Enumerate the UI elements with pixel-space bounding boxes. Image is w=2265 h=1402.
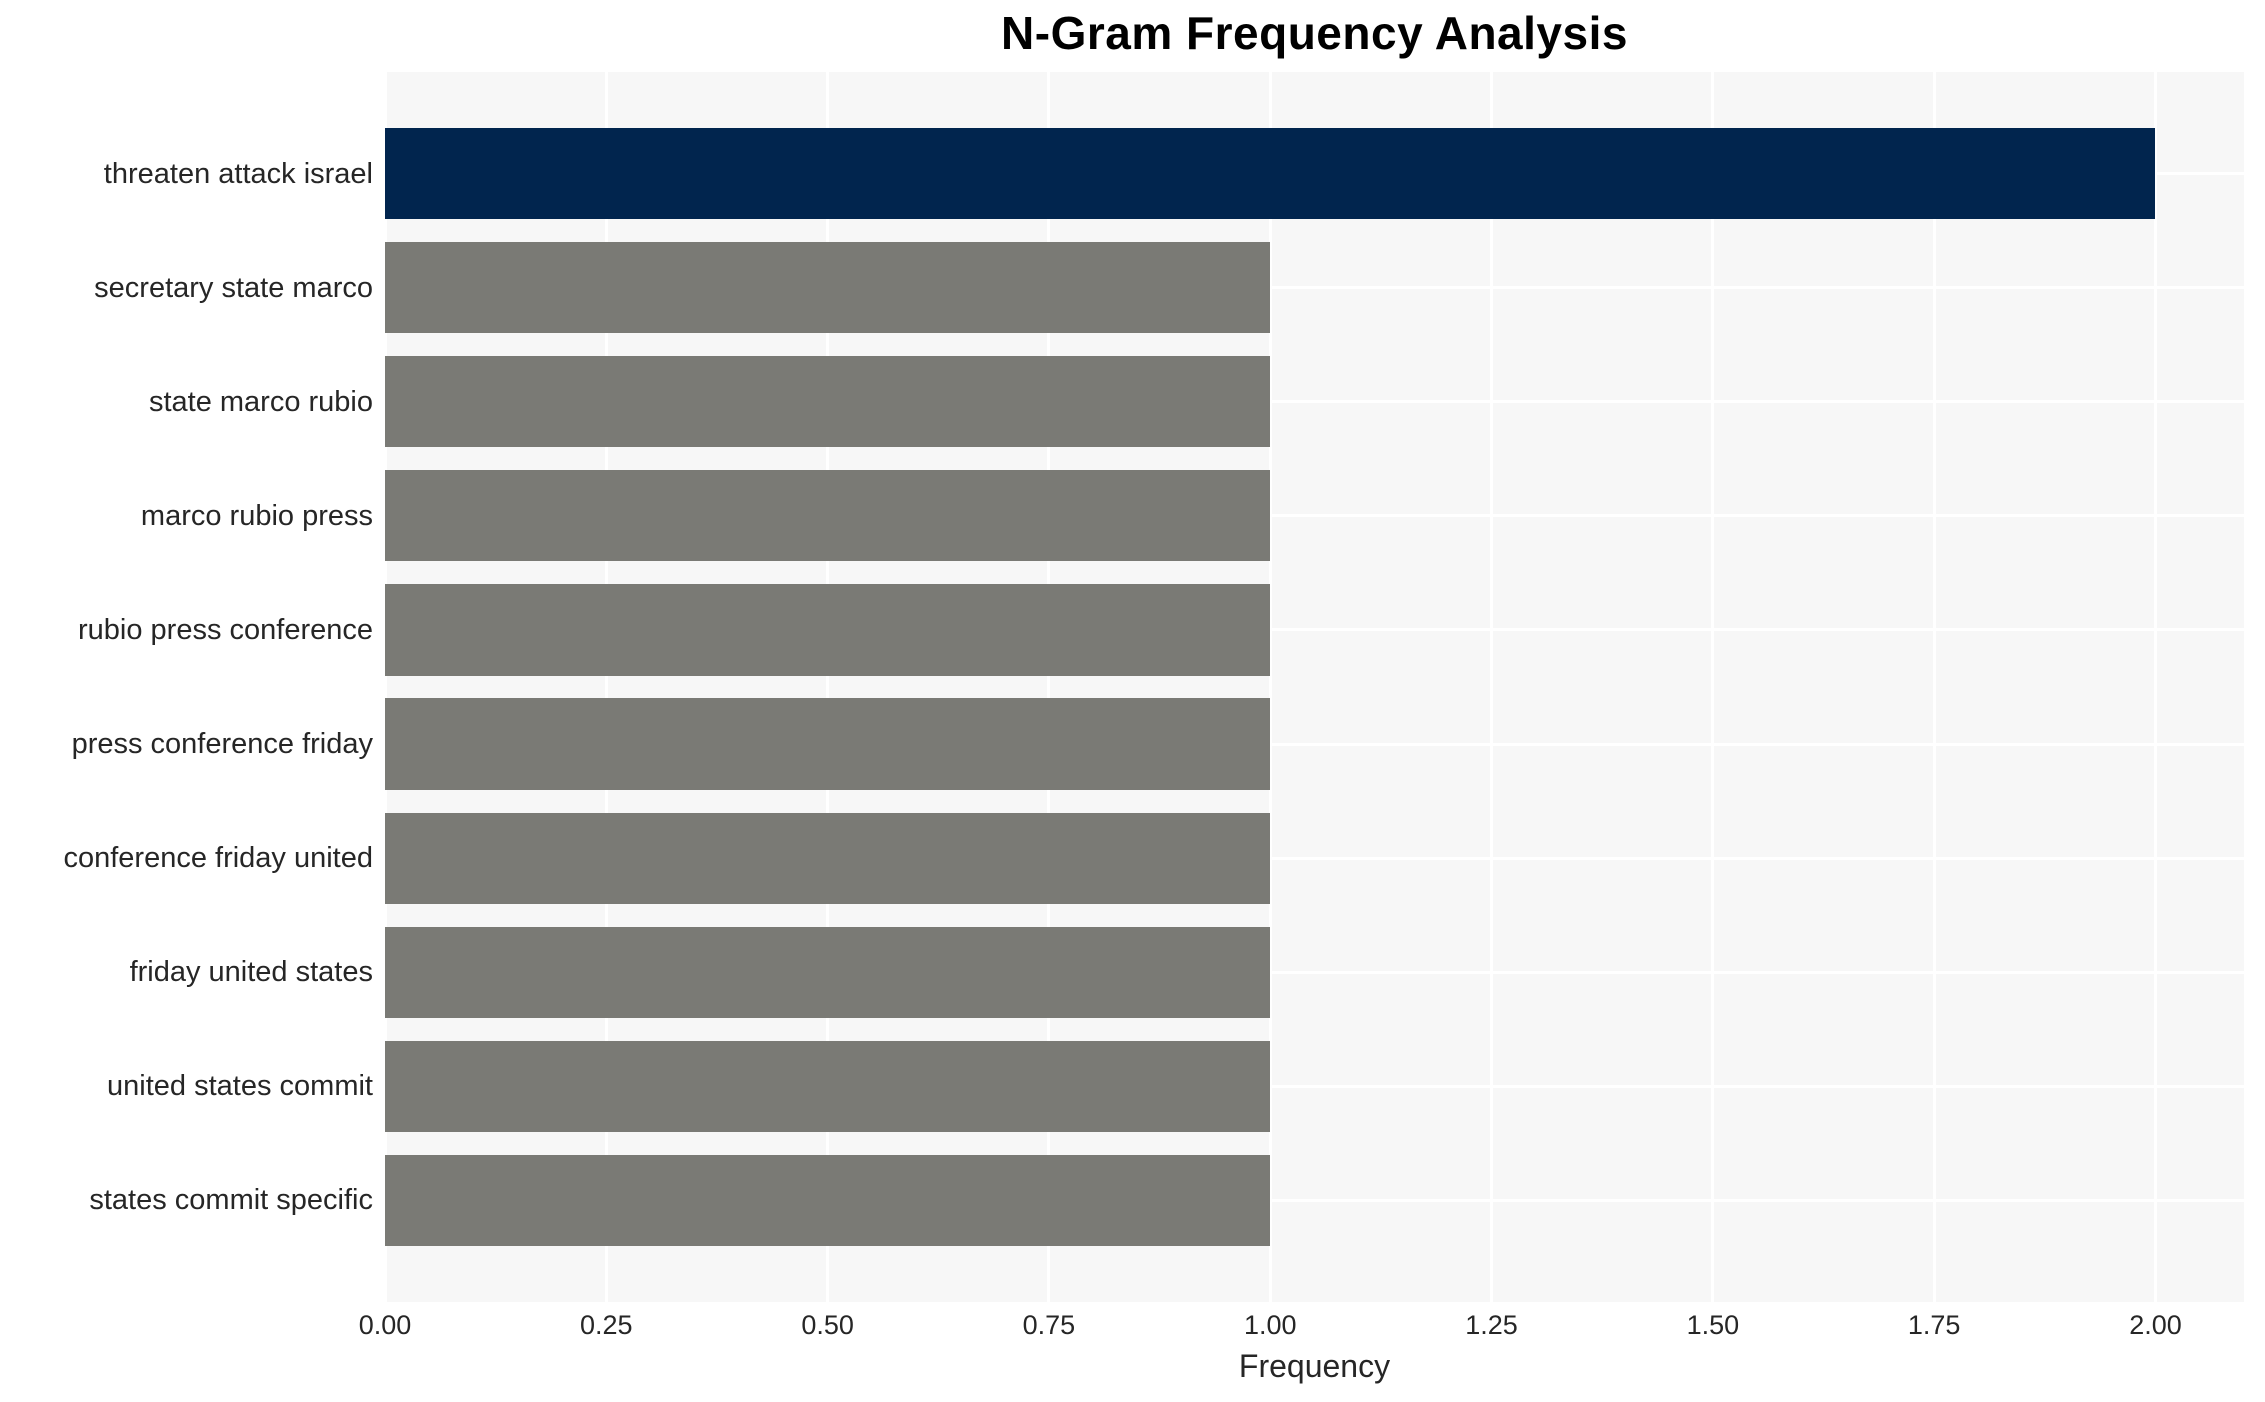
- y-tick-label: states commit specific: [89, 1184, 373, 1217]
- y-gridline: [385, 400, 2244, 404]
- x-tick-label: 1.25: [1465, 1310, 1518, 1340]
- y-gridline: [385, 970, 2244, 974]
- x-tick-label: 0.00: [358, 1310, 412, 1340]
- plot-area: [383, 72, 2244, 1302]
- x-tick-label: 0.25: [580, 1310, 633, 1340]
- x-tick-label: 1.00: [1243, 1310, 1297, 1340]
- y-tick-label: united states commit: [107, 1070, 373, 1103]
- x-gridline: [1932, 72, 1936, 1302]
- y-gridline: [385, 628, 2244, 632]
- x-gridline: [1711, 72, 1715, 1302]
- x-tick-label: 1.75: [1907, 1310, 1961, 1340]
- y-tick-label: threaten attack israel: [103, 157, 373, 190]
- x-axis-label: Frequency: [1238, 1348, 1391, 1384]
- y-gridline: [385, 286, 2244, 290]
- x-gridline: [2153, 72, 2157, 1302]
- x-gridline: [1268, 72, 1272, 1302]
- y-gridline: [385, 742, 2244, 746]
- y-tick-label: press conference friday: [71, 728, 373, 761]
- x-tick-label: 0.50: [801, 1310, 854, 1340]
- y-tick-label: secretary state marco: [94, 271, 373, 304]
- x-gridline: [383, 72, 387, 1302]
- bar-state-marco-rubio: [385, 356, 1271, 448]
- x-tick-label: 1.50: [1686, 1310, 1740, 1340]
- y-tick-label: conference friday united: [63, 842, 373, 875]
- bar-united-states-commit: [385, 1040, 1271, 1132]
- bar-states-commit-specific: [385, 1154, 1271, 1247]
- bar-conference-friday-united: [385, 812, 1271, 904]
- y-gridline: [385, 1198, 2244, 1202]
- x-gridline: [826, 72, 830, 1302]
- y-gridline: [385, 1084, 2244, 1088]
- x-gridline: [1490, 72, 1494, 1302]
- bar-press-conference-friday: [385, 698, 1271, 790]
- chart-title: N-Gram Frequency Analysis: [1001, 7, 1628, 59]
- bar-rubio-press-conference: [385, 584, 1271, 676]
- bar-marco-rubio-press: [385, 470, 1271, 562]
- x-gridline: [604, 72, 608, 1302]
- y-tick-label: marco rubio press: [140, 499, 373, 532]
- bar-threaten-attack-israel: [385, 127, 2156, 220]
- x-gridline: [1047, 72, 1051, 1302]
- y-gridline: [385, 514, 2244, 518]
- bar-friday-united-states: [385, 926, 1271, 1018]
- y-tick-label: state marco rubio: [148, 385, 373, 418]
- bar-secretary-state-marco: [385, 242, 1271, 334]
- x-tick-label: 0.75: [1022, 1310, 1076, 1340]
- y-tick-label: rubio press conference: [78, 613, 373, 646]
- x-tick-label: 2.00: [2129, 1310, 2182, 1340]
- y-tick-label: friday united states: [129, 956, 373, 989]
- y-gridline: [385, 856, 2244, 860]
